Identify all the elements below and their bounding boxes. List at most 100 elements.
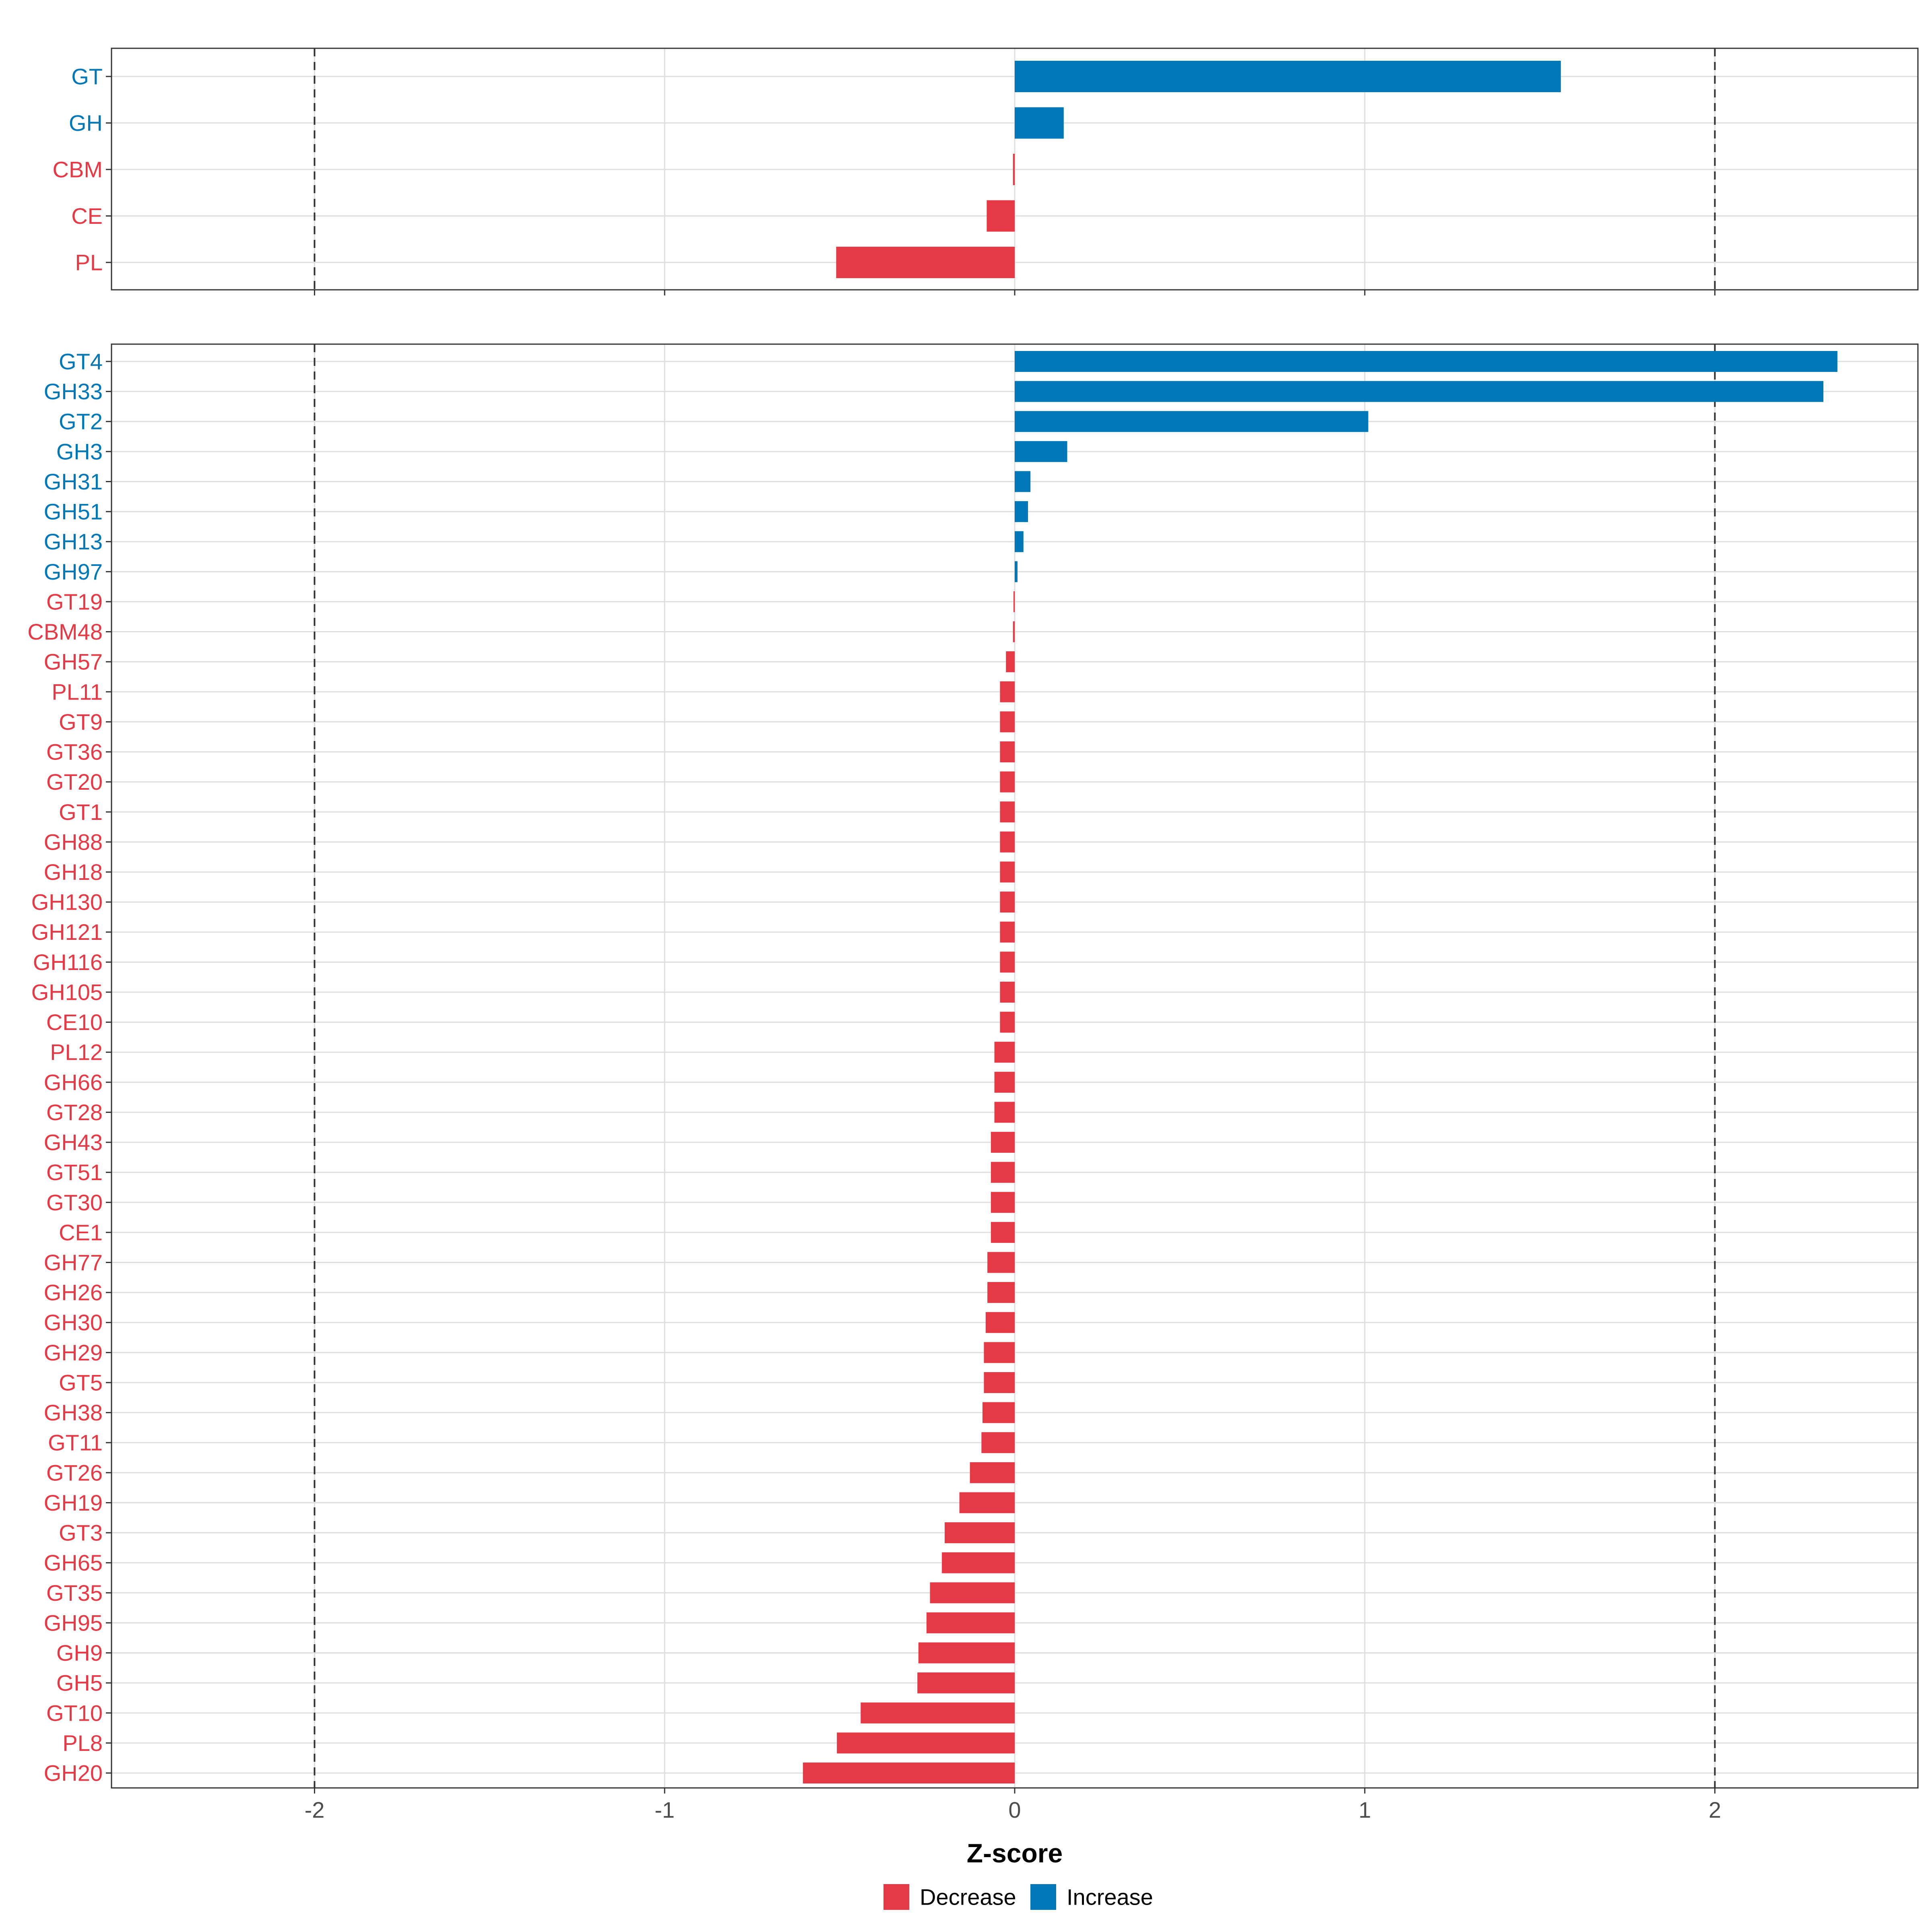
- panel-bottom-category-label-GH43: GH43: [44, 1130, 103, 1155]
- panel-bottom-bar-GT2: [1015, 411, 1368, 432]
- panel-bottom-bar-GT20: [1000, 771, 1015, 793]
- panel-top-category-label-CBM: CBM: [53, 157, 103, 182]
- x-tick-label-3: 1: [1358, 1797, 1371, 1823]
- panel-bottom-bar-GH88: [1000, 831, 1015, 852]
- panel-bottom-category-label-GT1: GT1: [59, 799, 103, 825]
- panel-bottom-category-label-GT11: GT11: [48, 1430, 103, 1455]
- panel-bottom-bar-GH130: [1000, 892, 1015, 913]
- panel-bottom-category-label-GH5: GH5: [56, 1670, 103, 1696]
- panel-top-bar-CBM: [1013, 154, 1015, 185]
- panel-bottom-bar-GT10: [861, 1702, 1015, 1724]
- panel-bottom-border: [111, 343, 1919, 1789]
- panel-bottom-category-label-CE10: CE10: [46, 1009, 103, 1035]
- panel-bottom-category-label-GH66: GH66: [44, 1069, 103, 1095]
- panel-bottom-category-label-GH33: GH33: [44, 379, 103, 404]
- panel-bottom-category-label-GH20: GH20: [44, 1761, 103, 1786]
- panel-bottom-bar-GT11: [981, 1432, 1015, 1453]
- panel-bottom-bar-GT1: [1000, 801, 1015, 823]
- panel-bottom-category-label-CE1: CE1: [59, 1220, 103, 1245]
- panel-top-bar-CE: [987, 200, 1015, 232]
- panel-bottom-category-label-GH105: GH105: [31, 979, 103, 1005]
- panel-top-category-label-GT: GT: [71, 64, 103, 89]
- x-axis-title: Z-score: [967, 1838, 1063, 1868]
- legend-label-decrease: Decrease: [920, 1885, 1016, 1910]
- panel-bottom-bar-GH77: [987, 1252, 1015, 1273]
- panel-bottom-category-label-GH38: GH38: [44, 1400, 103, 1425]
- panel-bottom-category-label-GH26: GH26: [44, 1280, 103, 1305]
- panel-bottom-bar-GT28: [994, 1102, 1015, 1123]
- panel-bottom-bar-CBM48: [1013, 621, 1015, 642]
- panel-bottom-category-label-PL12: PL12: [50, 1040, 103, 1065]
- legend-label-increase: Increase: [1067, 1885, 1153, 1910]
- panel-bottom-category-label-GT20: GT20: [46, 769, 103, 795]
- panel-bottom-bar-GH65: [942, 1552, 1015, 1573]
- panel-bottom-category-label-GH29: GH29: [44, 1340, 103, 1365]
- panel-bottom-category-label-GT3: GT3: [59, 1520, 103, 1546]
- panel-bottom-bar-CE10: [1000, 1011, 1015, 1033]
- panel-bottom-bar-GH26: [987, 1282, 1015, 1303]
- panel-bottom-bar-GT4: [1015, 351, 1837, 372]
- panel-bottom-category-label-GH95: GH95: [44, 1610, 103, 1635]
- panel-bottom-category-label-GH130: GH130: [31, 890, 103, 915]
- panel-bottom-bar-GH30: [985, 1312, 1015, 1333]
- panel-bottom-category-label-GT35: GT35: [46, 1580, 103, 1606]
- x-tick-label-2: 0: [1008, 1797, 1021, 1823]
- panel-bottom-category-label-CBM48: CBM48: [27, 619, 103, 644]
- panel-bottom-category-label-GH51: GH51: [44, 499, 103, 524]
- panel-bottom-bar-GT30: [991, 1192, 1015, 1213]
- panel-bottom-category-label-GH3: GH3: [56, 439, 103, 464]
- legend-key-decrease: [883, 1884, 909, 1910]
- panel-top-bar-GT: [1015, 61, 1561, 92]
- panel-bottom-category-label-GH97: GH97: [44, 559, 103, 584]
- panel-bottom-bar-GH29: [984, 1342, 1015, 1363]
- panel-bottom-bar-GH97: [1015, 561, 1018, 582]
- panel-top-bar-GH: [1015, 107, 1064, 139]
- x-tick-label-4: 2: [1709, 1797, 1721, 1823]
- panel-bottom-category-label-GH31: GH31: [44, 469, 103, 494]
- panel-bottom-category-label-GT2: GT2: [59, 409, 103, 434]
- panel-bottom-bar-GH31: [1015, 471, 1031, 492]
- panel-bottom-bar-GH20: [803, 1763, 1015, 1783]
- panel-bottom-bar-GH121: [1000, 921, 1015, 943]
- panel-bottom-bar-GH38: [982, 1402, 1015, 1423]
- panel-top-bar-PL: [836, 247, 1015, 278]
- panel-bottom-category-label-GH57: GH57: [44, 649, 103, 675]
- panel-bottom-category-label-GT10: GT10: [46, 1700, 103, 1726]
- x-tick-label-0: -2: [305, 1797, 325, 1823]
- panel-bottom-bar-GH3: [1015, 441, 1067, 462]
- panel-bottom-bar-GH5: [917, 1672, 1015, 1694]
- panel-bottom-bar-PL8: [837, 1732, 1015, 1754]
- panel-bottom-bar-GT19: [1013, 591, 1015, 612]
- panel-bottom-category-label-GT30: GT30: [46, 1190, 103, 1215]
- panel-bottom-bar-PL11: [1000, 681, 1015, 702]
- panel-top-category-label-CE: CE: [71, 203, 103, 229]
- panel-bottom-category-label-GH116: GH116: [33, 949, 103, 975]
- panel-bottom-category-label-GH77: GH77: [44, 1250, 103, 1275]
- panel-bottom-bar-GH13: [1015, 531, 1024, 552]
- panel-bottom-category-label-GT9: GT9: [59, 709, 103, 735]
- panel-bottom-category-label-GH19: GH19: [44, 1490, 103, 1515]
- panel-bottom-bar-GH18: [1000, 861, 1015, 883]
- panel-bottom-category-label-GH121: GH121: [31, 919, 103, 945]
- panel-bottom-bar-GH9: [918, 1642, 1015, 1664]
- panel-bottom-bar-GH43: [991, 1132, 1015, 1153]
- panel-bottom-bar-GT26: [970, 1462, 1015, 1483]
- panel-top-border: [111, 47, 1919, 291]
- panel-bottom-category-label-GH88: GH88: [44, 829, 103, 855]
- panel-bottom-category-label-GT51: GT51: [46, 1160, 103, 1185]
- panel-bottom-bar-GT35: [930, 1582, 1015, 1604]
- panel-bottom-bar-GH51: [1015, 501, 1028, 522]
- panel-bottom-bar-GT51: [991, 1162, 1015, 1183]
- panel-bottom-bar-GH57: [1006, 651, 1015, 673]
- panel-bottom-category-label-GT5: GT5: [59, 1370, 103, 1395]
- panel-top-category-label-PL: PL: [75, 250, 103, 275]
- panel-bottom-category-label-PL11: PL11: [52, 679, 103, 704]
- panel-bottom-category-label-GT4: GT4: [59, 349, 103, 374]
- panel-bottom-bar-PL12: [994, 1042, 1015, 1063]
- panel-bottom-bar-GH95: [926, 1612, 1015, 1633]
- panel-bottom-bar-GT36: [1000, 741, 1015, 763]
- panel-bottom-bar-CE1: [991, 1222, 1015, 1243]
- panel-bottom-bar-GT5: [984, 1372, 1015, 1393]
